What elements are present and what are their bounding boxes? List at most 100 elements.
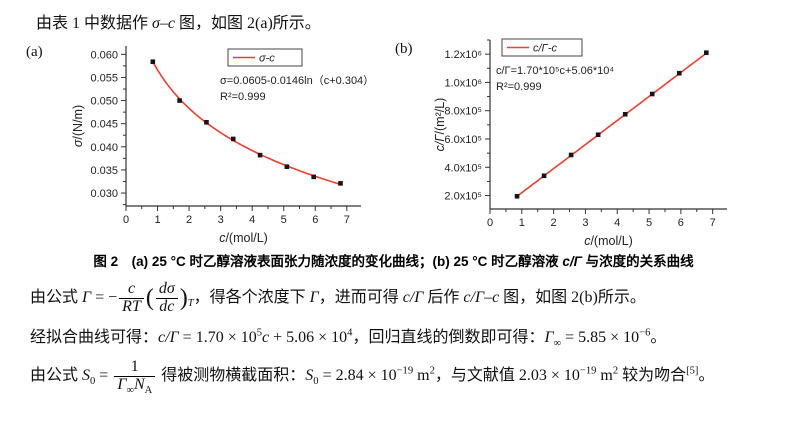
chart-b-svg: 0 1 2 3 4 5 6 7 2.0x10⁵ 4.0x10⁵ 6.0x10⁵ 8.0x10⁵ 1.0x… — [433, 38, 727, 248]
intro-paragraph: 由表 1 中数据作 σ–c 图，如图 2(a)所示。 — [36, 9, 787, 33]
fraction-numerator: c — [119, 280, 144, 299]
svg-text:6.0x10⁵: 6.0x10⁵ — [444, 134, 482, 146]
math-var: Γ — [82, 288, 92, 306]
svg-text:6: 6 — [678, 217, 684, 229]
svg-text:c/Γ-c: c/Γ-c — [533, 43, 557, 55]
text-segment: 由表 1 中数据作 — [36, 15, 153, 32]
svg-text:2: 2 — [551, 217, 557, 229]
figure-2: (a) 0 1 2 3 4 5 6 7 0.030 0.035 0.040 0.045 0.050 0.0… — [10, 36, 787, 248]
fraction-c-over-RT: c RT — [119, 280, 144, 316]
fraction-numerator: 1 — [114, 358, 156, 377]
math-expression: = 5.85 × 10 — [561, 328, 640, 346]
y-axis-label: c/Γ/(m²/L) — [433, 98, 447, 152]
svg-text:3: 3 — [218, 214, 224, 226]
formula-paragraph-gamma: 由公式 Γ = − c RT(dσ dc)T，得各个浓度下 Γ，进而可得 c/Γ 后作… — [30, 280, 779, 316]
math-var: S — [305, 367, 314, 385]
svg-text:2: 2 — [186, 214, 192, 226]
superscript: −19 — [396, 365, 414, 377]
panel-label-a: (a) — [26, 44, 43, 60]
caption-math: c/Γ — [562, 254, 582, 269]
svg-text:4: 4 — [614, 217, 620, 229]
svg-text:0.050: 0.050 — [90, 96, 118, 108]
svg-text:0: 0 — [487, 217, 493, 229]
x-axis-label: c/(mol/L) — [584, 234, 633, 248]
text-segment: 图，如图 2(a)所示。 — [175, 15, 321, 32]
svg-text:1.2x10⁶: 1.2x10⁶ — [444, 49, 482, 61]
plot-area: 0 1 2 3 4 5 6 7 2.0x10⁵ 4.0x10⁵ 6.0x10⁵ 8.0x10⁵ 1.0x… — [433, 38, 727, 248]
svg-text:6: 6 — [312, 214, 318, 226]
fraction-denominator: dc — [159, 297, 175, 315]
svg-text:7: 7 — [344, 214, 350, 226]
x-axis-label: c/(mol/L) — [219, 231, 268, 245]
math-var: c — [262, 328, 270, 346]
legend: σ-c — [227, 48, 303, 67]
math-expression: = 2.84 × 10 — [318, 367, 397, 385]
svg-text:0.040: 0.040 — [90, 142, 118, 154]
svg-text:0.045: 0.045 — [90, 119, 118, 131]
svg-text:0.030: 0.030 — [90, 188, 118, 200]
unit: m — [413, 367, 430, 385]
chart-a-surface-tension: (a) 0 1 2 3 4 5 6 7 0.030 0.035 0.040 0.045 0.050 0.0… — [10, 36, 390, 248]
panel-label-b: (b) — [395, 41, 413, 57]
subscript-infinity: ∞ — [126, 385, 134, 397]
text-segment: 后作 — [423, 288, 464, 306]
svg-text:2.0x10⁵: 2.0x10⁵ — [444, 191, 482, 203]
math-var: c/Γ–c — [463, 288, 500, 306]
svg-text:4: 4 — [249, 214, 255, 226]
citation-ref: [5] — [686, 365, 699, 377]
text-segment: 较为吻合 — [618, 367, 687, 385]
text-segment: 由公式 — [30, 288, 83, 306]
text-segment: 图，如图 2(b)所示。 — [499, 288, 646, 306]
caption-text: 图 2 (a) 25 °C 时乙醇溶液表面张力随浓度的变化曲线；(b) 25 °… — [93, 254, 563, 269]
subscript-zero: 0 — [90, 376, 96, 388]
left-paren: ( — [145, 285, 154, 312]
math-operator: = — [95, 367, 113, 385]
fraction-dsigma-over-dc: dσ dc — [155, 280, 178, 316]
svg-text:0.035: 0.035 — [90, 165, 118, 177]
svg-text:σ-c: σ-c — [259, 53, 275, 65]
text-segment: 。 — [698, 367, 715, 385]
superscript: 5 — [256, 327, 262, 339]
text-segment: ，与文献值 2.03 × 10 — [434, 367, 580, 385]
superscript: 2 — [429, 365, 435, 377]
superscript: −19 — [579, 365, 597, 377]
text-segment: ，得各个浓度下 — [193, 288, 310, 306]
math-expression: + 5.06 × 10 — [269, 328, 348, 346]
text-segment: 。 — [650, 328, 667, 346]
text-segment: ，进而可得 — [318, 288, 403, 306]
fit-line — [152, 61, 341, 186]
math-sigma-c: σ–c — [152, 15, 176, 32]
right-paren: ) — [179, 285, 188, 312]
fit-annotation: σ=0.0605-0.0146ln（c+0.304） R²=0.999 — [220, 74, 374, 103]
svg-text:5: 5 — [646, 217, 652, 229]
math-var: N — [133, 375, 145, 393]
fit-line — [516, 52, 707, 197]
subscript-zero: 0 — [313, 376, 319, 388]
math-operator: = − — [91, 288, 118, 306]
superscript: 2 — [612, 365, 619, 377]
fraction-denominator: RT — [122, 297, 141, 315]
math-var: c/Γ — [402, 288, 424, 306]
svg-text:8.0x10⁵: 8.0x10⁵ — [444, 106, 482, 118]
svg-text:R²=0.999: R²=0.999 — [220, 91, 266, 103]
math-var: Γ — [117, 375, 127, 393]
svg-text:c/Γ=1.70*10⁵c+5.06*10⁴: c/Γ=1.70*10⁵c+5.06*10⁴ — [496, 65, 614, 77]
subscript-A: A — [144, 385, 153, 397]
svg-text:R²=0.999: R²=0.999 — [496, 81, 542, 93]
text-segment: 由公式 — [30, 367, 83, 385]
fraction-one-over-gammaNA: 1 Γ∞NA — [114, 358, 156, 397]
fit-annotation: c/Γ=1.70*10⁵c+5.06*10⁴ R²=0.999 — [496, 65, 614, 93]
fraction-denominator: Γ∞NA — [114, 375, 155, 397]
legend: c/Γ-c — [501, 38, 583, 57]
svg-text:1: 1 — [519, 217, 525, 229]
plot-area: 0 1 2 3 4 5 6 7 0.030 0.035 0.040 0.045 0.050 0.055 0.… — [71, 46, 374, 245]
math-var: Γ — [309, 288, 319, 306]
formula-paragraph-fit: 经拟合曲线可得：c/Γ = 1.70 × 105c + 5.06 × 104，回… — [30, 327, 779, 348]
svg-text:1: 1 — [154, 214, 160, 226]
data-points — [514, 50, 709, 199]
superscript: 4 — [347, 327, 353, 339]
math-var: Γ — [544, 328, 554, 346]
svg-text:0.060: 0.060 — [90, 49, 118, 61]
svg-text:0: 0 — [123, 214, 129, 226]
